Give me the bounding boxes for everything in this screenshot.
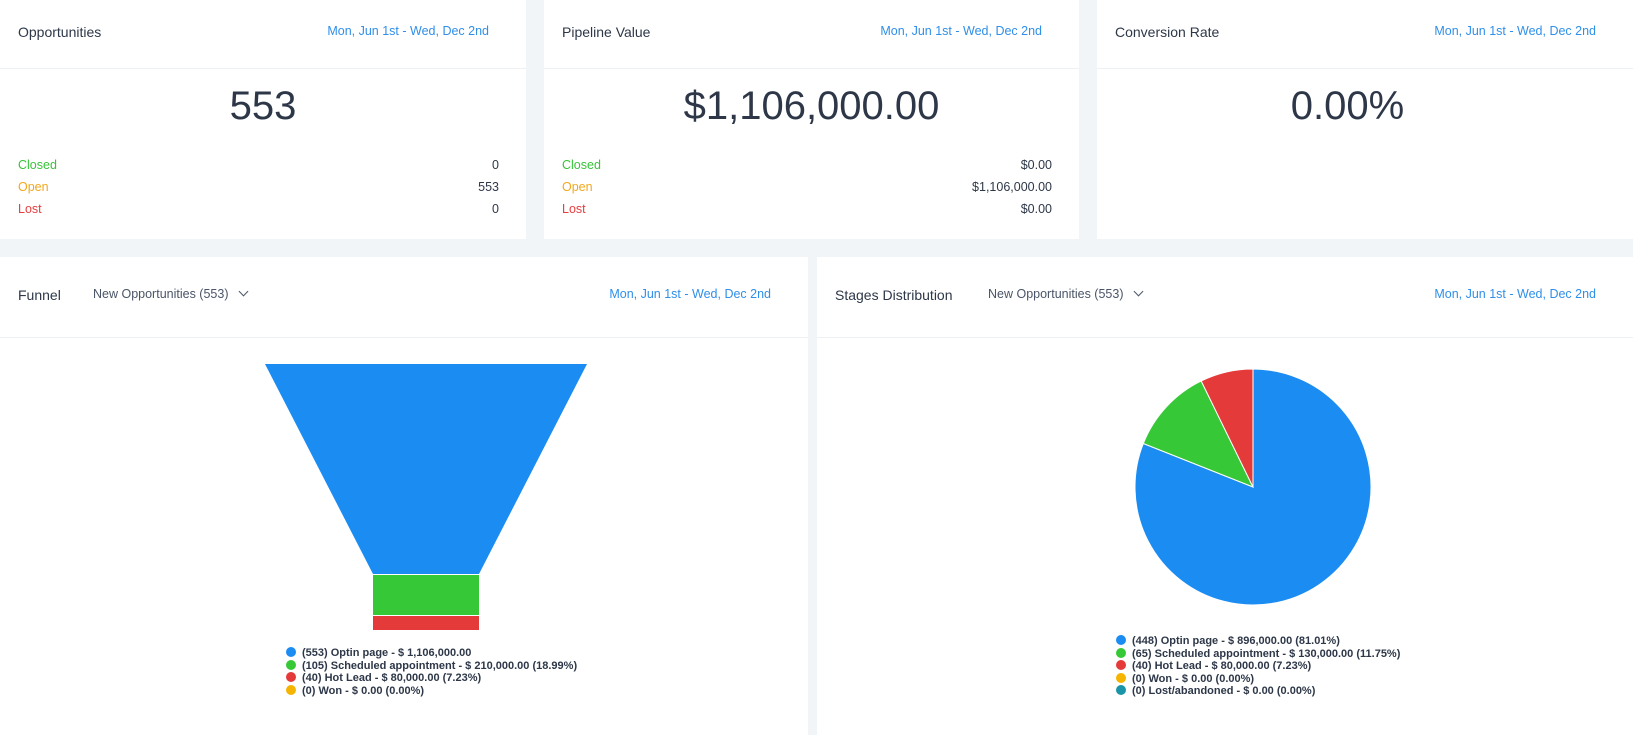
open-value: 553 [478,180,499,194]
legend-item-scheduled-appointment[interactable]: (105) Scheduled appointment - $ 210,000.… [286,659,578,673]
stages-legend: (448) Optin page - $ 896,000.00 (81.01%)… [1116,635,1400,698]
pie-slice-hot-lead[interactable] [1200,368,1254,488]
funnel-card: Funnel New Opportunities (553) Mon, Jun … [0,257,808,735]
legend-label: (553) Optin page - $ 1,106,000.00 [302,647,472,659]
funnel-segment-hot-lead[interactable] [373,616,479,630]
closed-label: Closed [18,158,57,172]
legend-item-lost-abandoned[interactable]: (0) Lost/abandoned - $ 0.00 (0.00%) [1116,685,1400,698]
legend-dot [286,659,296,670]
legend-dot [1116,660,1126,670]
legend-dot [1116,635,1126,645]
opportunities-date-range[interactable]: Mon, Jun 1st - Wed, Dec 2nd [327,24,489,38]
closed-value: 0 [492,158,499,172]
conversion-date-range[interactable]: Mon, Jun 1st - Wed, Dec 2nd [1434,24,1596,38]
lost-label: Lost [18,202,42,216]
lost-value: $0.00 [1020,202,1052,216]
legend-dot [1116,672,1126,683]
pipeline-date-range[interactable]: Mon, Jun 1st - Wed, Dec 2nd [880,24,1042,38]
legend-label: (0) Won - $ 0.00 (0.00%) [302,684,425,697]
legend-dot [286,684,296,695]
stages-distribution-card: Stages Distribution New Opportunities (5… [817,257,1633,735]
legend-item-hot-lead[interactable]: (40) Hot Lead - $ 80,000.00 (7.23%) [1116,660,1400,673]
lost-row: Lost 0 [18,202,499,220]
pie-chart [1134,368,1372,606]
funnel-segment-optin-page[interactable] [265,364,587,574]
open-value: $1,106,000.00 [972,180,1052,194]
stages-title: Stages Distribution [835,287,953,303]
card-header: Pipeline Value Mon, Jun 1st - Wed, Dec 2… [544,0,1079,69]
funnel-filter-dropdown[interactable]: New Opportunities (553) [93,286,249,301]
funnel-segment-scheduled-appointment[interactable] [373,575,479,615]
legend-label: (448) Optin page - $ 896,000.00 (81.01%) [1132,635,1340,647]
legend-label: (65) Scheduled appointment - $ 130,000.0… [1132,647,1401,660]
card-header: Opportunities Mon, Jun 1st - Wed, Dec 2n… [0,0,526,69]
funnel-chart [265,364,587,630]
closed-label: Closed [562,158,601,172]
legend-label: (40) Hot Lead - $ 80,000.00 (7.23%) [302,672,482,684]
chevron-down-icon [1134,286,1144,297]
conversion-rate-card: Conversion Rate Mon, Jun 1st - Wed, Dec … [1097,0,1633,239]
pipeline-value-card: Pipeline Value Mon, Jun 1st - Wed, Dec 2… [544,0,1079,239]
opportunities-total: 553 [229,84,297,128]
legend-label: (40) Hot Lead - $ 80,000.00 (7.23%) [1132,660,1312,672]
stages-filter-label: New Opportunities (553) [988,287,1124,301]
legend-item-optin-page[interactable]: (448) Optin page - $ 896,000.00 (81.01%) [1116,635,1400,648]
open-label: Open [18,180,49,194]
stages-filter-dropdown[interactable]: New Opportunities (553) [988,286,1144,301]
pie-slice-scheduled-appointment[interactable] [1142,380,1255,488]
legend-label: (0) Lost/abandoned - $ 0.00 (0.00%) [1132,685,1316,697]
conversion-title: Conversion Rate [1115,24,1220,40]
open-row: Open 553 [18,180,499,198]
legend-dot [286,672,296,682]
legend-item-scheduled-appointment[interactable]: (65) Scheduled appointment - $ 130,000.0… [1116,647,1401,661]
legend-item-optin-page[interactable]: (553) Optin page - $ 1,106,000.00 [286,647,577,660]
open-row: Open $1,106,000.00 [562,180,1052,198]
conversion-total: 0.00% [1290,84,1405,128]
lost-row: Lost $0.00 [562,202,1052,220]
closed-row: Closed $0.00 [562,158,1052,176]
lost-label: Lost [562,202,586,216]
pipeline-title: Pipeline Value [562,24,651,40]
lost-value: 0 [492,202,499,216]
opportunities-card: Opportunities Mon, Jun 1st - Wed, Dec 2n… [0,0,526,239]
funnel-date-range[interactable]: Mon, Jun 1st - Wed, Dec 2nd [609,287,771,301]
opportunities-title: Opportunities [18,24,102,40]
card-header: Funnel New Opportunities (553) Mon, Jun … [0,257,808,338]
funnel-filter-label: New Opportunities (553) [93,287,229,301]
legend-label: (105) Scheduled appointment - $ 210,000.… [302,659,578,672]
pie-slice-optin-page[interactable] [1134,368,1372,606]
legend-item-hot-lead[interactable]: (40) Hot Lead - $ 80,000.00 (7.23%) [286,672,577,685]
chevron-down-icon [239,286,249,297]
stages-date-range[interactable]: Mon, Jun 1st - Wed, Dec 2nd [1434,287,1596,301]
closed-row: Closed 0 [18,158,499,176]
closed-value: $0.00 [1020,158,1052,172]
legend-label: (0) Won - $ 0.00 (0.00%) [1132,672,1255,685]
legend-dot [1116,647,1126,658]
legend-item-won[interactable]: (0) Won - $ 0.00 (0.00%) [286,684,577,698]
pipeline-total: $1,106,000.00 [683,84,940,128]
card-header: Stages Distribution New Opportunities (5… [817,257,1633,338]
legend-item-won[interactable]: (0) Won - $ 0.00 (0.00%) [1116,672,1400,686]
funnel-legend: (553) Optin page - $ 1,106,000.00 (105) … [286,647,577,697]
legend-dot [1116,685,1126,695]
card-header: Conversion Rate Mon, Jun 1st - Wed, Dec … [1097,0,1633,69]
open-label: Open [562,180,593,194]
legend-dot [286,647,296,657]
funnel-title: Funnel [18,287,61,303]
